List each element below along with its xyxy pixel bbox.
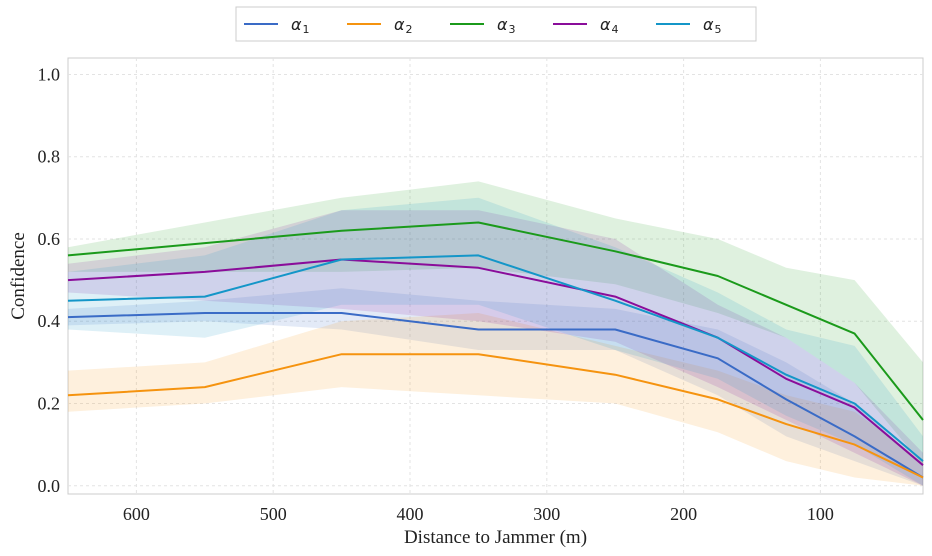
x-axis: 600 500 400 300 200 100: [123, 504, 834, 524]
series-line-alpha2: [67, 353, 924, 479]
y-axis-label: Confidence: [8, 232, 29, 320]
x-tick-label: 600: [123, 504, 150, 524]
x-axis-label: Distance to Jammer (m): [404, 527, 587, 548]
x-tick-label: 500: [260, 504, 287, 524]
confidence-band-alpha1: [68, 288, 923, 486]
series-line-alpha4: [67, 258, 924, 466]
series-line-alpha1: [67, 312, 924, 479]
y-tick-label: 0.6: [38, 229, 61, 249]
x-tick-label: 200: [670, 504, 697, 524]
y-tick-label: 0.0: [38, 476, 61, 496]
legend: α1 α2 α3 α4 α5: [235, 6, 757, 42]
y-tick-label: 0.4: [38, 311, 61, 331]
confidence-bands: [68, 181, 923, 486]
y-tick-label: 0.2: [38, 394, 61, 414]
y-tick-label: 0.8: [38, 147, 61, 167]
confidence-band-alpha5: [68, 197, 923, 486]
series-lines: [67, 221, 924, 479]
x-tick-label: 300: [533, 504, 560, 524]
series-line-alpha5: [67, 254, 924, 462]
confidence-band-alpha2: [68, 313, 923, 486]
confidence-band-alpha3: [68, 181, 923, 466]
y-axis: 0.0 0.2 0.4 0.6 0.8 1.0: [38, 64, 61, 495]
y-tick-label: 1.0: [38, 64, 61, 84]
series-line-alpha3: [67, 221, 924, 421]
confidence-band-alpha4: [68, 210, 923, 486]
x-tick-label: 100: [807, 504, 834, 524]
x-tick-label: 400: [397, 504, 424, 524]
grid: [68, 58, 923, 494]
